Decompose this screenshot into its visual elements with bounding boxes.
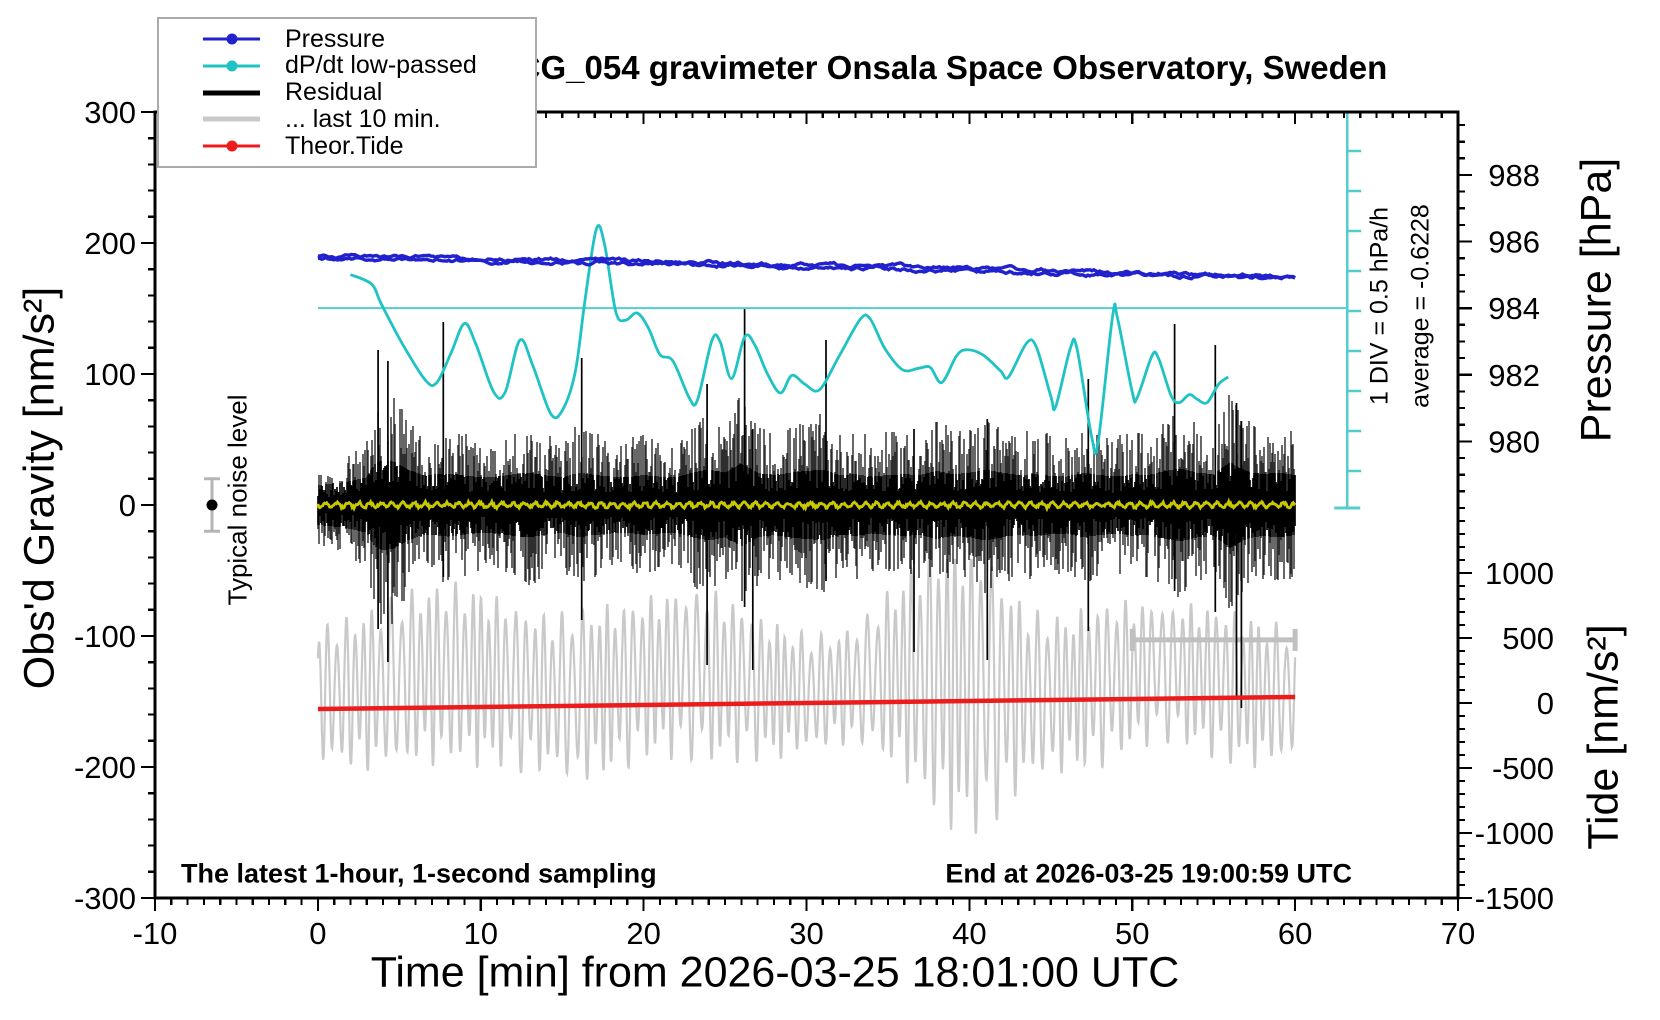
tide-tick-label: -1500 xyxy=(1475,881,1554,916)
gravity-tick-label: 200 xyxy=(84,226,136,261)
legend-dot xyxy=(226,33,237,45)
legend-label: Theor.Tide xyxy=(285,131,404,160)
tide-line-swatch xyxy=(203,139,260,153)
legend-line-sample xyxy=(203,116,260,122)
pressure-tick-label: 980 xyxy=(1488,424,1540,459)
tide-tick-label: 500 xyxy=(1502,621,1554,656)
pressure-axis-title: Pressure [hPa] xyxy=(1572,157,1621,443)
x-tick-label: 70 xyxy=(1441,916,1475,951)
legend-label: ... last 10 min. xyxy=(285,104,441,133)
tide-axis-title: Tide [nm/s²] xyxy=(1579,624,1628,850)
x-tick-label: 40 xyxy=(952,916,986,951)
legend-item-last10: ... last 10 min. xyxy=(203,104,535,133)
div-scale-bar xyxy=(1334,112,1362,510)
average-annotation: average = -0.6228 xyxy=(1406,204,1435,408)
tide-tick-label: -500 xyxy=(1492,751,1554,786)
x-tick-label: 20 xyxy=(626,916,660,951)
tide-tick-label: 1000 xyxy=(1485,556,1554,591)
chart-title: SCG_054 gravimeter Onsala Space Observat… xyxy=(494,49,1388,86)
noise-level-annotation: Typical noise level xyxy=(222,394,253,606)
gravity-tick-label: -100 xyxy=(74,619,136,654)
legend-label: Residual xyxy=(285,78,383,106)
x-tick-label: 60 xyxy=(1278,916,1312,951)
div-scale-annotation: 1 DIV = 0.5 hPa/h xyxy=(1365,206,1394,406)
gravity-axis-title: Obs'd Gravity [nm/s²] xyxy=(15,286,64,690)
gravity-tick-label: 0 xyxy=(119,488,136,523)
residual-lowpass-series xyxy=(316,497,1297,513)
legend-label: Pressure xyxy=(285,24,386,53)
tick-labels: -10 0 10 20 30 40 50 60 70-300-200-1000100200300… xyxy=(74,95,1554,951)
pressure-tick-label: 984 xyxy=(1488,291,1540,326)
noise-level-marker xyxy=(204,477,221,533)
time-axis-title: Time [min] from 2026-03-25 18:01:00 UTC xyxy=(370,948,1180,997)
end-time-annotation: End at 2026-03-25 19:00:59 UTC xyxy=(945,858,1352,889)
dpdt-line-swatch xyxy=(203,59,260,73)
pressure-tick-label: 986 xyxy=(1488,225,1540,260)
x-tick-label: 0 xyxy=(309,916,326,951)
gravity-tick-label: 100 xyxy=(84,357,136,392)
pressure-series xyxy=(317,252,1297,281)
x-tick-label: 30 xyxy=(789,916,823,951)
x-tick-label: 10 xyxy=(464,916,498,951)
legend: Pressure dP/dt low-passed Residual ... l… xyxy=(157,17,537,168)
last10-span-bar xyxy=(1129,628,1298,651)
tide-tick-label: -1000 xyxy=(1475,816,1554,851)
last10-series xyxy=(316,558,1297,834)
pressure-line-swatch xyxy=(203,32,260,46)
legend-item-tide: Theor.Tide xyxy=(203,131,535,160)
legend-item-pressure: Pressure xyxy=(203,24,535,53)
gravity-tick-label: -300 xyxy=(74,881,136,916)
pressure-tick-label: 988 xyxy=(1488,158,1540,193)
legend-item-residual: Residual xyxy=(203,78,535,106)
residual-line-swatch xyxy=(203,86,260,100)
dpdt-series xyxy=(349,224,1230,455)
legend-dot xyxy=(226,60,237,72)
pressure-tick-label: 982 xyxy=(1488,358,1540,393)
last10-line-swatch xyxy=(203,112,260,126)
sampling-annotation: The latest 1-hour, 1-second sampling xyxy=(181,858,657,889)
tide-tick-label: 0 xyxy=(1537,686,1554,721)
legend-label: dP/dt low-passed xyxy=(285,51,477,80)
legend-item-dpdt: dP/dt low-passed xyxy=(203,51,535,80)
legend-line-sample xyxy=(203,90,260,95)
gravity-tick-label: 300 xyxy=(84,95,136,130)
x-tick-label: -10 xyxy=(133,916,178,951)
theor-tide-series xyxy=(317,694,1296,712)
gravity-tick-label: -200 xyxy=(74,750,136,785)
legend-dot xyxy=(226,140,237,152)
x-tick-label: 50 xyxy=(1115,916,1149,951)
